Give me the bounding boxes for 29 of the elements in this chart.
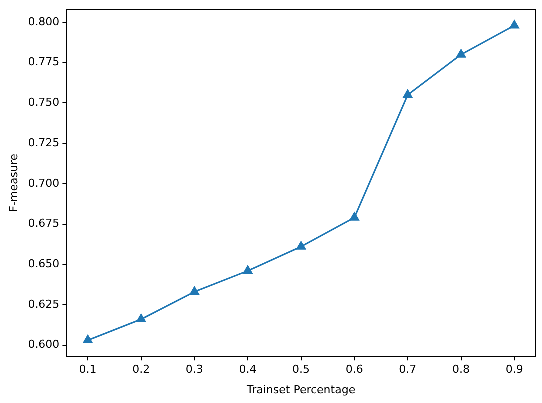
y-tick-label: 0.700 <box>28 176 60 190</box>
point <box>243 266 253 274</box>
x-tick-label: 0.8 <box>452 363 470 376</box>
x-tick-label: 0.4 <box>239 363 257 376</box>
y-tick-label: 0.625 <box>28 298 60 311</box>
x-tick-label: 0.5 <box>292 363 310 376</box>
point <box>456 49 466 58</box>
point <box>510 20 520 29</box>
y-tick-label: 0.725 <box>28 136 60 150</box>
point <box>350 212 360 221</box>
y-tick-label: 0.750 <box>28 96 60 110</box>
point <box>136 314 146 323</box>
y-tick-label: 0.800 <box>28 15 60 28</box>
y-tick-label: 0.600 <box>28 338 60 352</box>
x-tick-label: 0.9 <box>506 363 524 376</box>
point <box>296 242 306 250</box>
x-tick-label: 0.7 <box>399 363 417 376</box>
x-tick-label: 0.2 <box>132 363 150 376</box>
y-tick-label: 0.675 <box>28 217 60 230</box>
x-tick-label: 0.1 <box>79 363 97 376</box>
y-tick-label: 0.775 <box>28 56 60 69</box>
point <box>403 90 413 98</box>
x-tick-label: 0.3 <box>186 363 204 376</box>
x-tick-label: 0.6 <box>346 363 364 376</box>
y-tick-label: 0.650 <box>28 257 60 270</box>
y-axis-title: F-measure <box>7 154 20 212</box>
x-axis-title: Trainset Percentage <box>246 383 356 396</box>
point <box>83 335 93 344</box>
point <box>190 286 200 296</box>
